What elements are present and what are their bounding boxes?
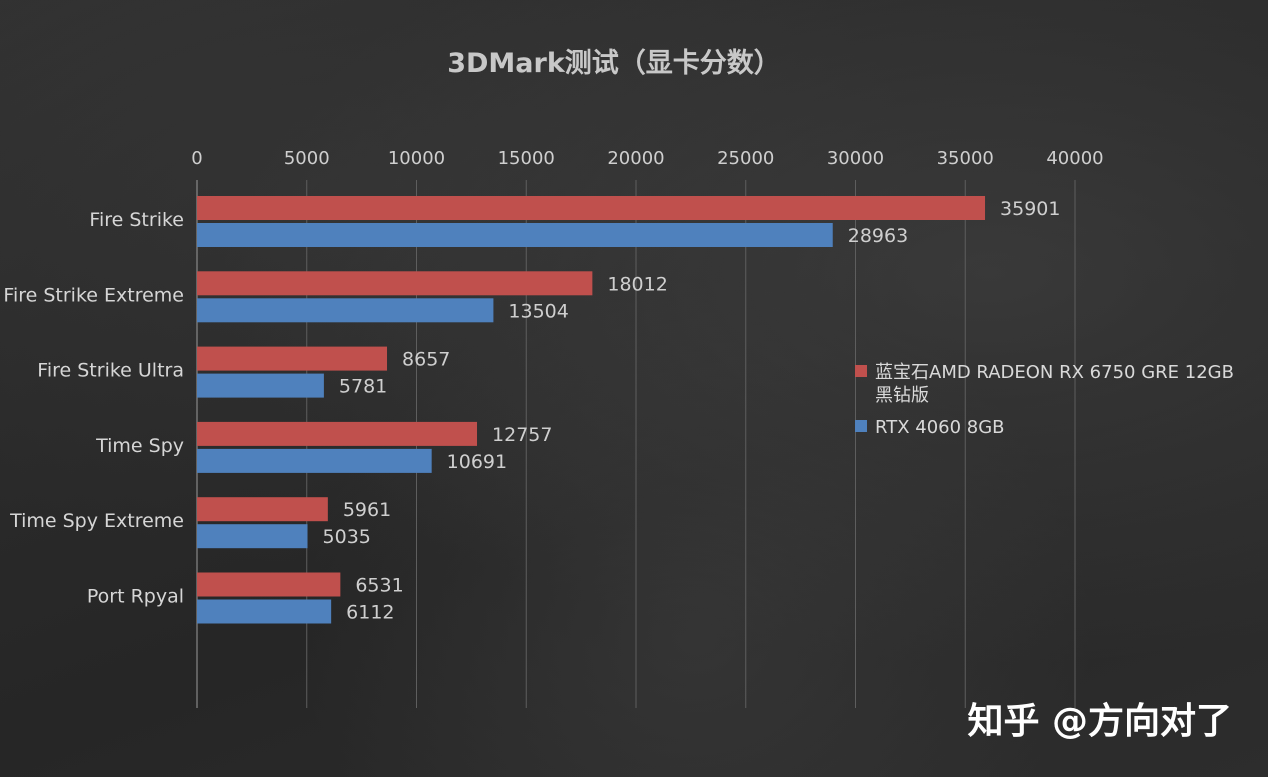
category-label: Fire Strike Extreme <box>3 284 184 306</box>
x-axis-ticks: 0 5000 10000 15000 20000 25000 30000 35000 40000 <box>191 148 1103 169</box>
data-labels: 35901 28963 18012 13504 8657 5781 12757 10691 59… <box>323 198 1061 624</box>
category-label: Fire Strike Ultra <box>37 360 184 382</box>
data-label: 8657 <box>402 349 450 371</box>
bar <box>197 196 986 220</box>
bar <box>197 346 388 371</box>
x-tick-label: 25000 <box>717 148 774 169</box>
data-label: 35901 <box>1000 198 1060 220</box>
bar <box>197 298 494 323</box>
bar <box>197 524 308 549</box>
data-label: 10691 <box>447 451 507 473</box>
x-tick-label: 40000 <box>1046 148 1103 169</box>
data-label: 5781 <box>339 376 387 398</box>
data-label: 5035 <box>323 526 371 548</box>
legend-label-line: 黑钻版 <box>875 385 929 406</box>
data-label: 12757 <box>492 424 552 446</box>
bar <box>197 223 833 247</box>
bar <box>197 448 432 473</box>
legend-swatch <box>855 420 867 432</box>
data-label: 5961 <box>343 499 391 521</box>
x-tick-label: 35000 <box>937 148 994 169</box>
x-tick-label: 10000 <box>388 148 445 169</box>
bar <box>197 497 328 522</box>
data-label: 13504 <box>508 300 568 322</box>
category-label: Time Spy Extreme <box>9 510 184 532</box>
x-tick-label: 0 <box>191 148 202 169</box>
legend: 蓝宝石AMD RADEON RX 6750 GRE 12GB 黑钻版 RTX 406… <box>855 362 1234 438</box>
category-label: Fire Strike <box>89 209 184 231</box>
legend-label: 蓝宝石AMD RADEON RX 6750 GRE 12GB 黑钻版 <box>875 362 1234 406</box>
bar <box>197 271 593 296</box>
legend-label: RTX 4060 8GB <box>875 417 1005 438</box>
x-tick-label: 15000 <box>498 148 555 169</box>
category-labels: Fire Strike Fire Strike Extreme Fire Strik… <box>3 209 184 608</box>
bar <box>197 599 332 624</box>
data-label: 18012 <box>607 273 667 295</box>
bar <box>197 373 324 398</box>
watermark: 知乎 @方向对了 <box>967 701 1232 742</box>
bars <box>197 196 986 624</box>
category-label: Time Spy <box>95 435 184 457</box>
legend-label-line: 蓝宝石AMD RADEON RX 6750 GRE 12GB <box>875 362 1234 383</box>
category-label: Port Rpyal <box>87 586 184 608</box>
data-label: 6112 <box>346 602 394 624</box>
bar <box>197 572 341 597</box>
x-tick-label: 20000 <box>607 148 664 169</box>
x-tick-label: 30000 <box>827 148 884 169</box>
x-tick-label: 5000 <box>284 148 330 169</box>
data-label: 6531 <box>355 575 403 597</box>
bar <box>197 421 478 446</box>
chart-title: 3DMark测试（显卡分数） <box>447 48 781 79</box>
legend-swatch <box>855 365 867 377</box>
data-label: 28963 <box>848 225 908 247</box>
